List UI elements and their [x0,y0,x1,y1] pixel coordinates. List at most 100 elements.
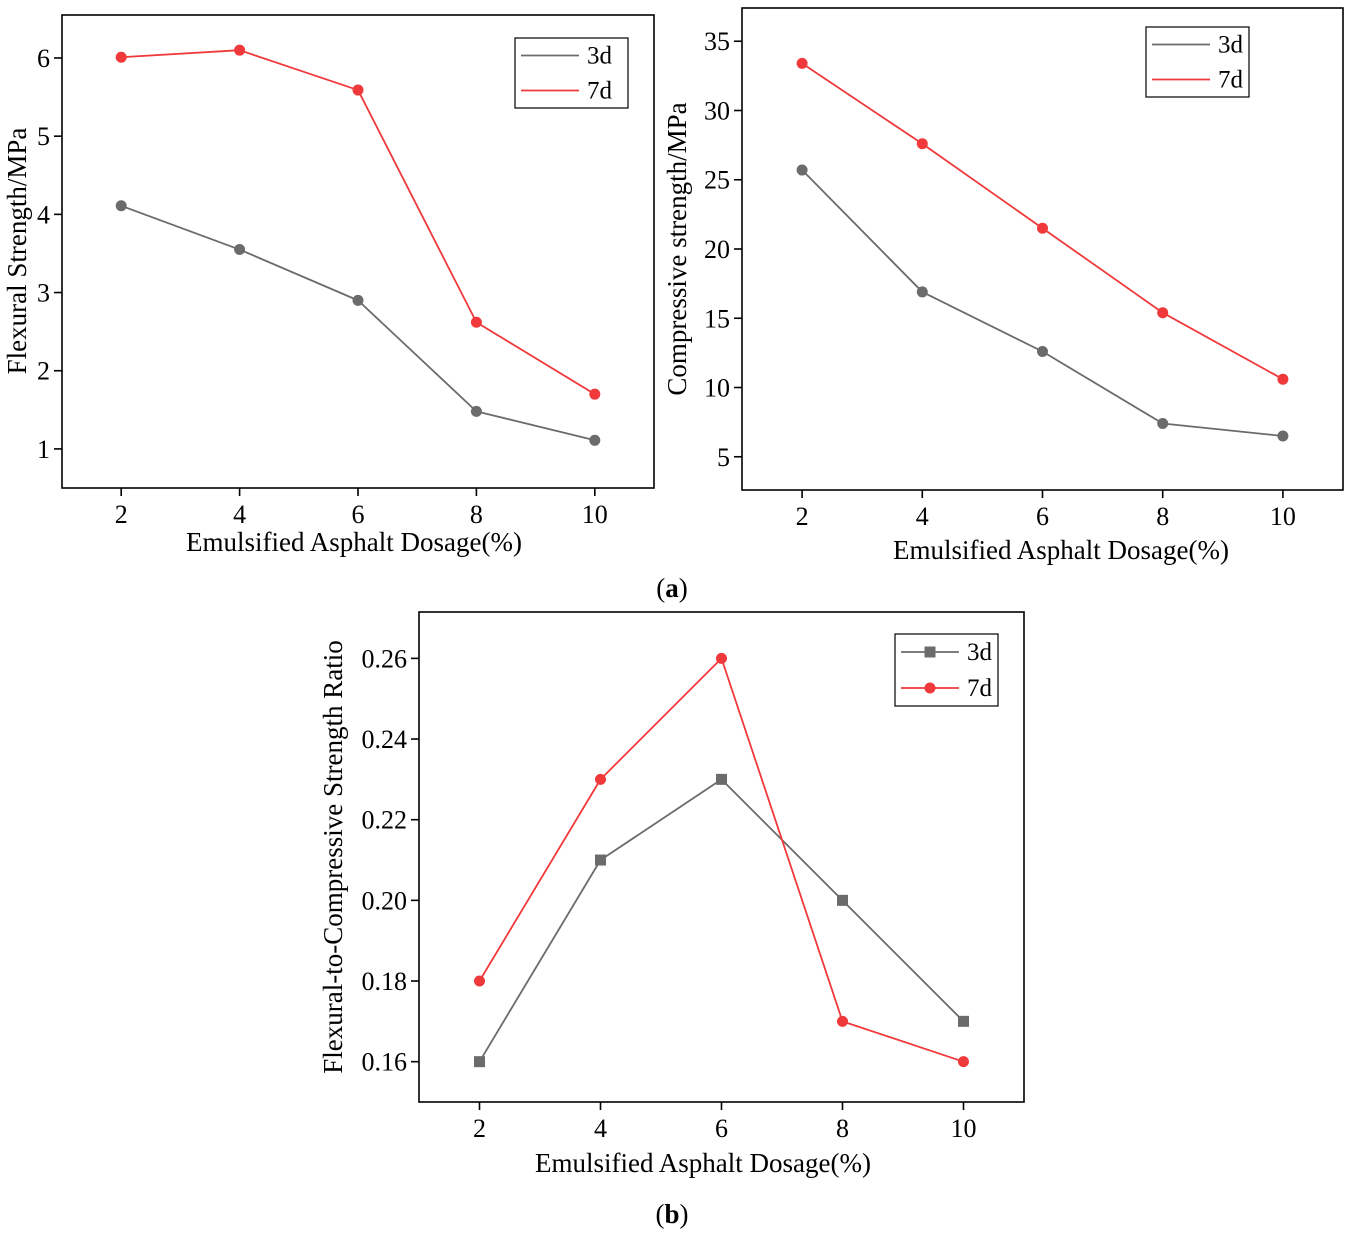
y-axis-label: Compressive strength/MPa [662,102,692,395]
x-tick-label: 4 [594,1114,607,1143]
series-7d-point [958,1056,969,1068]
x-tick-label: 4 [916,502,929,531]
x-tick-label: 4 [233,500,246,529]
plot-frame [741,7,1344,491]
series-3d-point [1157,418,1169,430]
y-tick-label: 0.26 [362,644,408,673]
x-tick-label: 10 [582,500,608,529]
series-7d [474,652,969,1068]
y-tick-label: 0.16 [362,1048,408,1077]
series-7d-point [716,652,727,664]
y-tick-label: 2 [37,357,50,386]
legend-box [514,37,629,109]
legend-7d-label: 7d [587,78,613,105]
series-3d-line [801,169,1283,437]
series-3d-point [837,894,848,906]
legend-7d-marker [924,682,936,694]
series-3d-point [115,200,127,212]
series-3d-point [470,405,482,417]
caption-a: (a) [656,573,688,603]
x-axis-label: Emulsified Asphalt Dosage(%) [535,1148,871,1178]
legend-3d-marker [924,646,936,658]
series-7d-line [478,657,964,1063]
series-7d-point [1157,307,1169,319]
series-7d-point [1277,373,1289,385]
series-7d-point [234,44,246,56]
legend-3d-label: 3d [587,43,613,70]
series-7d-point [474,975,485,987]
series-3d-point [796,164,808,176]
series-7d-line [801,62,1284,380]
legend-7d-label: 7d [967,675,993,702]
y-tick-label: 30 [704,96,730,125]
compressive-strength-chart: 2 4 6 8 10 5 10 15 20 25 30 35 Emulsified Asphalt Do… [662,7,1344,565]
x-tick-label: 10 [1270,502,1296,531]
legend-3d-label: 3d [1218,32,1244,59]
y-tick-label: 1 [37,435,50,464]
y-tick-label: 0.22 [362,806,408,835]
series-3d-point [234,244,246,256]
y-axis-label: Flexural Strength/MPa [2,128,32,375]
y-tick-label: 0.18 [362,967,408,996]
series-7d-point [470,316,482,328]
series-3d-point [352,294,364,306]
series-3d-line [120,204,596,442]
series-3d [796,164,1289,442]
legend-box [1145,26,1250,98]
series-7d [115,44,601,400]
series-7d-point [916,138,928,150]
legend-3d-label: 3d [967,639,993,666]
x-tick-label: 6 [1036,502,1049,531]
series-3d [115,200,601,446]
x-axis-label: Emulsified Asphalt Dosage(%) [893,535,1229,565]
x-tick-label: 6 [715,1114,728,1143]
y-tick-label: 35 [704,27,730,56]
y-tick-label: 6 [37,44,50,73]
x-tick-label: 2 [473,1114,486,1143]
caption-b-letter: b [664,1199,679,1229]
y-axis-label: Flexural-to-Compressive Strength Ratio [318,640,348,1073]
x-tick-label: 2 [796,502,809,531]
y-tick-label: 15 [704,304,730,333]
series-3d-point [716,773,727,785]
series-3d-point [595,854,606,866]
x-tick-label: 8 [836,1114,849,1143]
series-3d-point [1277,430,1289,442]
series-3d-point [474,1056,485,1068]
series-7d-point [796,57,808,69]
y-tick-label: 5 [717,443,730,472]
x-tick-label: 8 [1156,502,1169,531]
series-3d-point [958,1015,969,1027]
series-3d [474,773,969,1068]
legend-box [894,633,999,707]
caption-a-letter: a [665,573,679,603]
series-7d-point [837,1015,848,1027]
series-3d-point [589,434,601,446]
y-tick-label: 25 [704,166,730,195]
x-tick-label: 8 [470,500,483,529]
x-tick-label: 6 [352,500,365,529]
y-tick-label: 3 [37,279,50,308]
series-7d-point [595,773,606,785]
legend-7d-label: 7d [1218,67,1244,94]
y-tick-label: 0.24 [362,725,408,754]
x-tick-label: 10 [951,1114,977,1143]
y-tick-label: 5 [37,122,50,151]
caption-b: (b) [655,1199,688,1229]
series-3d-line [478,778,965,1063]
series-7d-point [115,51,127,63]
y-tick-label: 10 [704,374,730,403]
series-7d-point [1037,222,1048,234]
y-tick-label: 20 [704,235,730,264]
y-tick-label: 0.20 [362,886,408,915]
y-tick-label: 4 [37,200,50,229]
x-tick-label: 2 [115,500,128,529]
x-axis-label: Emulsified Asphalt Dosage(%) [186,527,522,557]
series-3d-point [1037,345,1048,357]
series-7d-point [589,388,601,400]
